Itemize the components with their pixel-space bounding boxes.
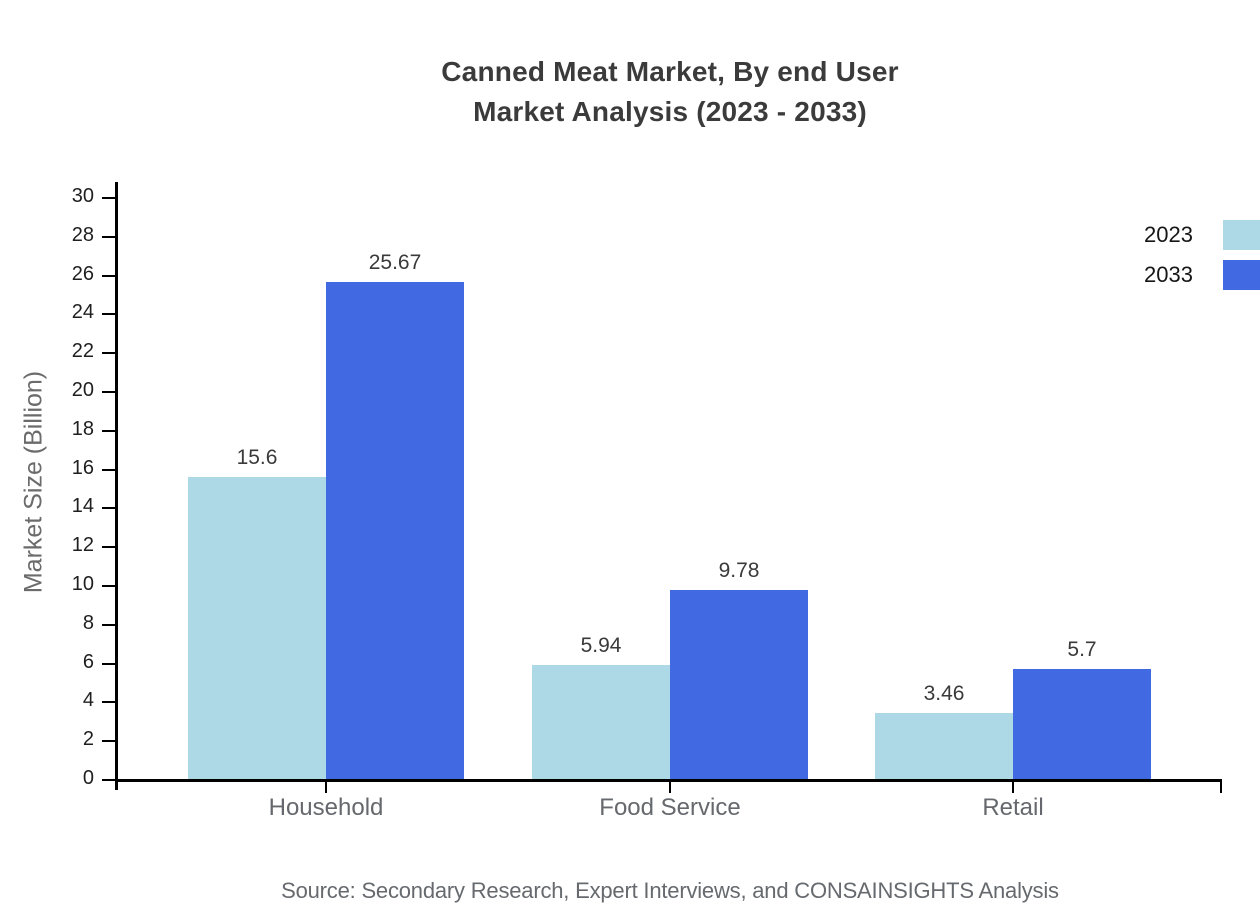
- legend-swatch-2033: [1223, 260, 1260, 290]
- bar-2033-household: [326, 282, 464, 780]
- y-tick-mark: [102, 468, 115, 471]
- y-tick-mark: [102, 391, 115, 393]
- legend-swatch-2023: [1223, 220, 1260, 250]
- bar-2033-food-service: [670, 590, 808, 780]
- y-tick-mark: [102, 779, 115, 781]
- bar-2023-household: [188, 477, 326, 780]
- legend: 2023 2033: [1144, 220, 1260, 300]
- legend-label-2023: 2023: [1144, 222, 1193, 247]
- y-tick-mark: [102, 546, 115, 549]
- y-tick-mark: [102, 235, 115, 238]
- y-tick-mark: [102, 274, 115, 277]
- y-tick-label: 30: [71, 185, 94, 207]
- bar-value-label: 15.6: [236, 446, 278, 470]
- y-tick-label: 16: [71, 456, 94, 479]
- y-tick-mark: [102, 623, 115, 626]
- x-category-label: Food Service: [599, 794, 741, 821]
- y-tick-mark: [102, 313, 115, 316]
- bar-2023-food-service: [532, 664, 670, 780]
- bar-value-label: 25.67: [368, 251, 422, 274]
- y-tick-label: 28: [71, 223, 94, 246]
- y-tick-label: 22: [71, 340, 94, 363]
- x-axis-end-tick: [1220, 781, 1222, 793]
- x-tick-mark: [325, 781, 327, 793]
- bar-value-label: 5.7: [1067, 638, 1097, 662]
- y-tick-mark: [102, 507, 115, 510]
- y-tick-mark: [102, 662, 115, 665]
- y-tick-mark: [102, 352, 115, 355]
- y-tick-label: 14: [71, 495, 94, 518]
- y-tick-mark: [102, 585, 115, 587]
- x-category-label: Retail: [982, 794, 1044, 821]
- chart-title: Canned Meat Market, By end User Market A…: [80, 52, 1260, 132]
- y-tick-mark: [102, 429, 115, 432]
- bar-2023-retail: [875, 712, 1013, 780]
- legend-item-2033: 2033: [1144, 260, 1260, 290]
- y-tick-label: 2: [82, 728, 94, 751]
- bar-value-label: 9.78: [718, 559, 760, 583]
- y-tick-label: 18: [71, 417, 94, 440]
- x-axis-line: [115, 779, 1222, 782]
- y-tick-label: 24: [71, 301, 94, 324]
- y-tick-label: 6: [82, 650, 94, 673]
- chart-title-line2: Market Analysis (2023 - 2033): [473, 96, 867, 127]
- x-category-label: Household: [268, 794, 384, 821]
- y-tick-label: 8: [82, 611, 94, 634]
- x-tick-mark: [1012, 781, 1014, 793]
- y-tick-mark: [102, 701, 115, 704]
- legend-item-2023: 2023: [1144, 220, 1260, 250]
- bar-value-label: 5.94: [580, 633, 622, 657]
- y-tick-label: 10: [71, 573, 94, 595]
- y-tick-label: 26: [71, 262, 94, 285]
- y-tick-mark: [102, 197, 115, 199]
- y-tick-mark: [102, 740, 115, 743]
- chart-title-line1: Canned Meat Market, By end User: [441, 56, 899, 87]
- y-axis-line: [115, 182, 118, 790]
- y-tick-label: 20: [71, 379, 94, 401]
- legend-label-2033: 2033: [1144, 262, 1193, 287]
- y-tick-label: 12: [71, 534, 94, 557]
- source-note: Source: Secondary Research, Expert Inter…: [281, 878, 1059, 903]
- y-tick-label: 0: [82, 767, 94, 789]
- bar-2033-retail: [1013, 669, 1151, 780]
- y-tick-label: 4: [82, 689, 94, 712]
- x-tick-mark: [669, 781, 671, 793]
- bar-value-label: 3.46: [923, 681, 965, 705]
